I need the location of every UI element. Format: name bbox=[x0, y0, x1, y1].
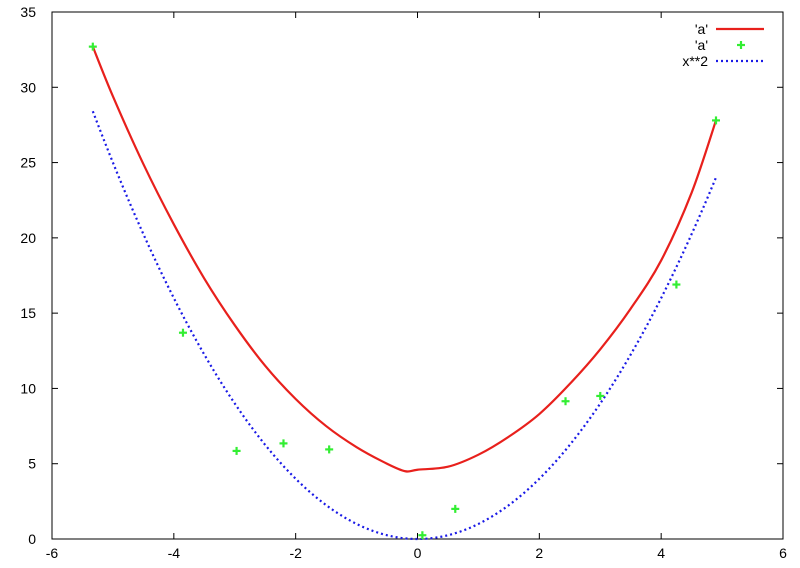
x-tick-label: 0 bbox=[414, 545, 422, 561]
data-point bbox=[596, 391, 605, 400]
y-tick-label: 30 bbox=[20, 79, 36, 95]
x-tick-label: 6 bbox=[779, 545, 787, 561]
data-point bbox=[279, 439, 288, 448]
data-point bbox=[672, 280, 681, 289]
data-point bbox=[418, 531, 427, 540]
y-tick-label: 15 bbox=[20, 305, 36, 321]
x-tick-label: -2 bbox=[289, 545, 302, 561]
y-tick-label: 25 bbox=[20, 155, 36, 171]
x-tick-label: -6 bbox=[46, 545, 59, 561]
legend: 'a''a'x**2 bbox=[682, 21, 764, 69]
y-axis: 0 5 10 15 20 25 30 35 bbox=[20, 4, 783, 547]
series-line-a bbox=[91, 46, 718, 473]
legend-label: 'a' bbox=[695, 21, 708, 37]
y-tick-label: 0 bbox=[28, 531, 36, 547]
series-layer bbox=[88, 42, 720, 541]
legend-label: x**2 bbox=[682, 53, 708, 69]
x-tick-label: 4 bbox=[657, 545, 665, 561]
legend-marker bbox=[737, 41, 745, 49]
data-point bbox=[178, 328, 187, 337]
data-point bbox=[561, 397, 570, 406]
data-point bbox=[711, 116, 720, 125]
data-point bbox=[232, 446, 241, 455]
data-point bbox=[88, 42, 97, 51]
y-tick-label: 5 bbox=[28, 456, 36, 472]
series-points-a bbox=[88, 42, 720, 540]
x-tick-label: -4 bbox=[168, 545, 181, 561]
data-point bbox=[451, 504, 460, 513]
data-point bbox=[325, 445, 334, 454]
x-tick-label: 2 bbox=[535, 545, 543, 561]
y-tick-label: 10 bbox=[20, 380, 36, 396]
legend-label: 'a' bbox=[695, 37, 708, 53]
y-tick-label: 35 bbox=[20, 4, 36, 20]
y-tick-label: 20 bbox=[20, 230, 36, 246]
x-axis: -6 -4 -2 0 2 4 6 bbox=[46, 12, 787, 561]
series-line-x-squared bbox=[91, 110, 718, 541]
